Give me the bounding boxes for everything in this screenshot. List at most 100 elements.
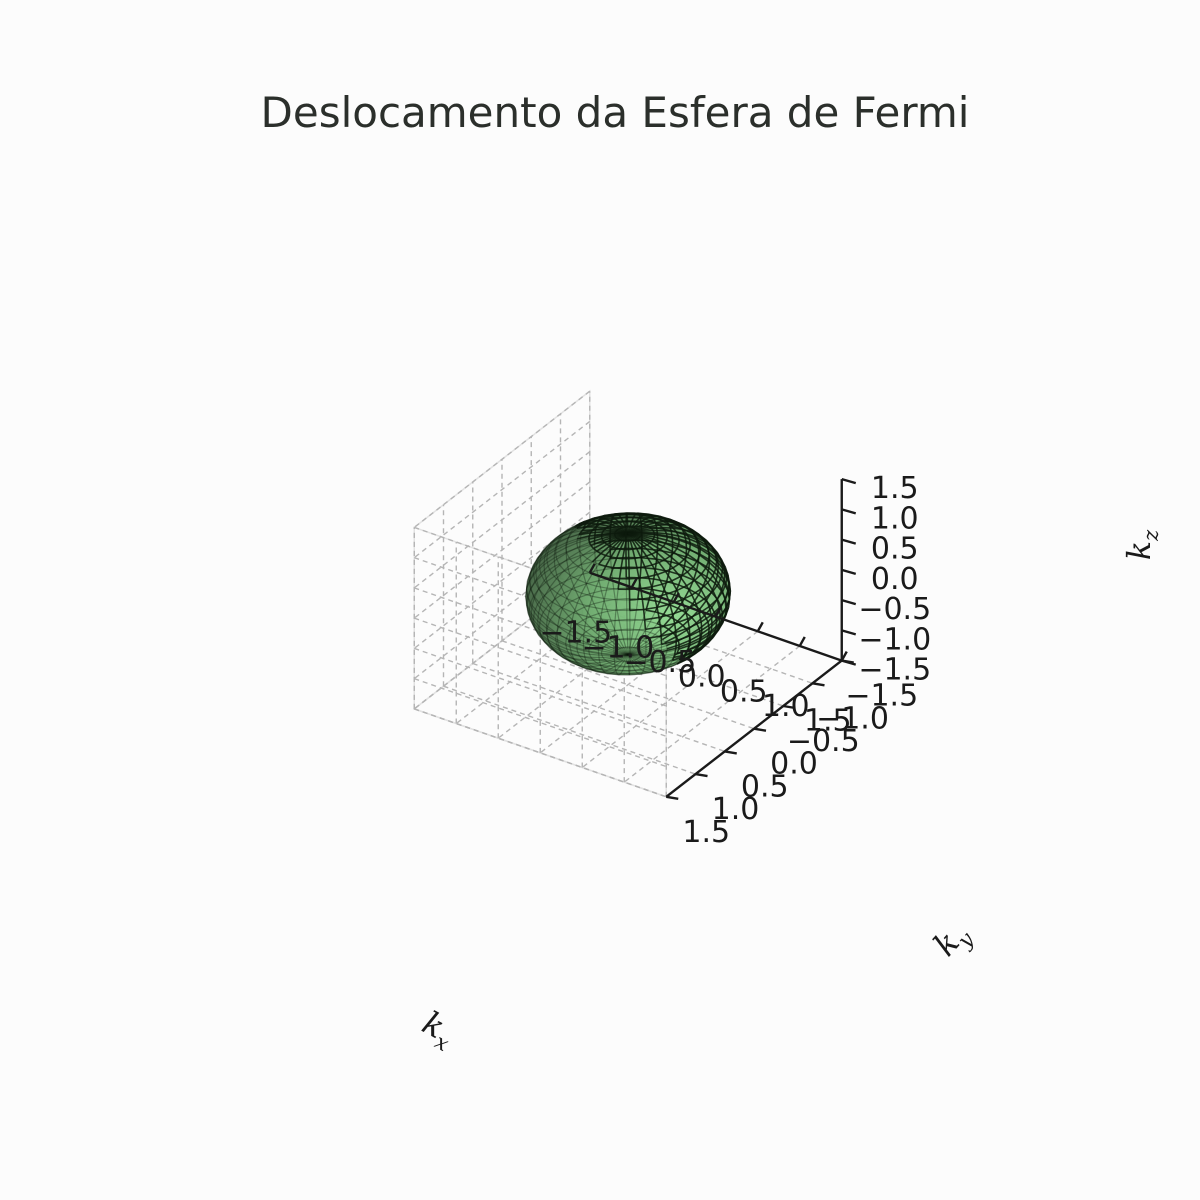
sphere-parallel <box>542 544 549 553</box>
sphere-meridian <box>639 567 642 578</box>
sphere-meridian <box>543 556 546 565</box>
sphere-meridian <box>525 604 530 613</box>
sphere-meridian <box>616 659 623 666</box>
sphere-meridian <box>559 650 570 655</box>
sphere-meridian <box>537 621 540 629</box>
sphere-parallel <box>629 672 643 675</box>
sphere-meridian <box>586 668 593 671</box>
sphere-meridian <box>598 659 602 666</box>
sphere-meridian <box>656 663 665 666</box>
sphere-meridian <box>612 669 618 673</box>
sphere-parallel <box>530 620 536 629</box>
sphere-parallel <box>547 598 556 606</box>
sphere-parallel <box>556 559 561 566</box>
sphere-meridian <box>553 557 556 567</box>
sphere-meridian <box>638 514 644 519</box>
sphere-meridian <box>577 541 590 548</box>
sphere-parallel <box>540 573 545 581</box>
sphere-parallel <box>640 662 645 666</box>
sphere-meridian <box>579 655 592 658</box>
sphere-meridian <box>663 517 670 520</box>
sphere-meridian <box>639 518 646 524</box>
sphere-meridian <box>711 546 718 554</box>
sphere-meridian <box>543 572 552 582</box>
sphere-meridian <box>664 529 677 533</box>
sphere-parallel <box>645 643 662 648</box>
sphere-meridian <box>595 575 602 587</box>
sphere-parallel <box>650 621 658 625</box>
sphere-parallel <box>559 616 572 623</box>
sphere-parallel <box>562 530 570 537</box>
sphere-meridian <box>686 533 697 539</box>
sphere-meridian <box>546 635 550 643</box>
sphere-parallel <box>557 653 567 660</box>
sphere-meridian <box>721 567 728 576</box>
sphere-meridian <box>627 653 637 660</box>
sphere-meridian <box>635 548 642 558</box>
sphere-meridian <box>636 524 647 530</box>
sphere-meridian <box>564 655 574 660</box>
sphere-meridian <box>595 526 607 529</box>
sphere-meridian <box>602 535 616 542</box>
sphere-parallel <box>563 569 571 576</box>
sphere-parallel <box>651 588 664 593</box>
sphere-meridian <box>698 621 709 630</box>
sphere-meridian <box>581 583 588 594</box>
sphere-meridian <box>654 559 658 569</box>
sphere-parallel <box>601 648 604 652</box>
sphere-parallel <box>565 638 567 644</box>
sphere-parallel <box>592 665 599 670</box>
sphere-meridian <box>555 632 567 640</box>
sphere-meridian <box>644 516 651 520</box>
z-tick-mark <box>841 568 857 576</box>
sphere-parallel <box>568 557 574 563</box>
sphere-parallel <box>571 588 582 594</box>
sphere-parallel <box>640 667 647 670</box>
sphere-meridian <box>590 539 604 547</box>
sphere-parallel <box>645 626 661 631</box>
sphere-meridian <box>632 619 636 630</box>
x-tick-mark <box>588 563 596 574</box>
sphere-parallel <box>543 580 551 588</box>
sphere-meridian <box>585 583 591 594</box>
sphere-meridian <box>699 548 710 556</box>
sphere-meridian <box>578 638 591 646</box>
sphere-parallel <box>707 621 710 629</box>
sphere-meridian <box>665 665 672 669</box>
sphere-parallel <box>546 619 558 627</box>
sphere-meridian <box>689 538 700 544</box>
sphere-meridian <box>635 517 640 523</box>
y-tick-label: −1.5 <box>845 679 918 714</box>
sphere-meridian <box>557 617 561 627</box>
sphere-parallel <box>628 672 638 674</box>
sphere-meridian <box>526 597 529 606</box>
sphere-meridian <box>638 525 650 531</box>
sphere-parallel <box>651 583 663 588</box>
sphere-parallel <box>646 665 652 669</box>
sphere-parallel <box>639 629 646 632</box>
sphere-meridian <box>631 629 634 639</box>
sphere-parallel <box>601 588 614 592</box>
sphere-meridian <box>643 619 647 630</box>
sphere-parallel <box>638 649 641 651</box>
sphere-parallel <box>620 659 623 662</box>
sphere-meridian <box>562 574 571 585</box>
sphere-meridian <box>623 654 629 662</box>
sphere-meridian <box>655 520 664 524</box>
sphere-parallel <box>706 576 716 585</box>
sphere-parallel <box>552 601 563 609</box>
sphere-meridian <box>555 570 565 580</box>
sphere-parallel <box>571 623 578 630</box>
sphere-meridian <box>610 547 618 558</box>
sphere-parallel <box>644 663 660 667</box>
sphere-meridian <box>673 551 685 560</box>
sphere-parallel <box>665 663 674 669</box>
sphere-parallel <box>526 587 532 597</box>
sphere-parallel <box>538 588 546 597</box>
z-tick-label: −0.5 <box>858 592 931 627</box>
sphere-meridian <box>540 565 549 575</box>
x-tick-label: 1.5 <box>804 704 852 739</box>
sphere-parallel <box>691 617 697 624</box>
sphere-meridian <box>611 514 615 519</box>
sphere-meridian <box>643 665 646 671</box>
